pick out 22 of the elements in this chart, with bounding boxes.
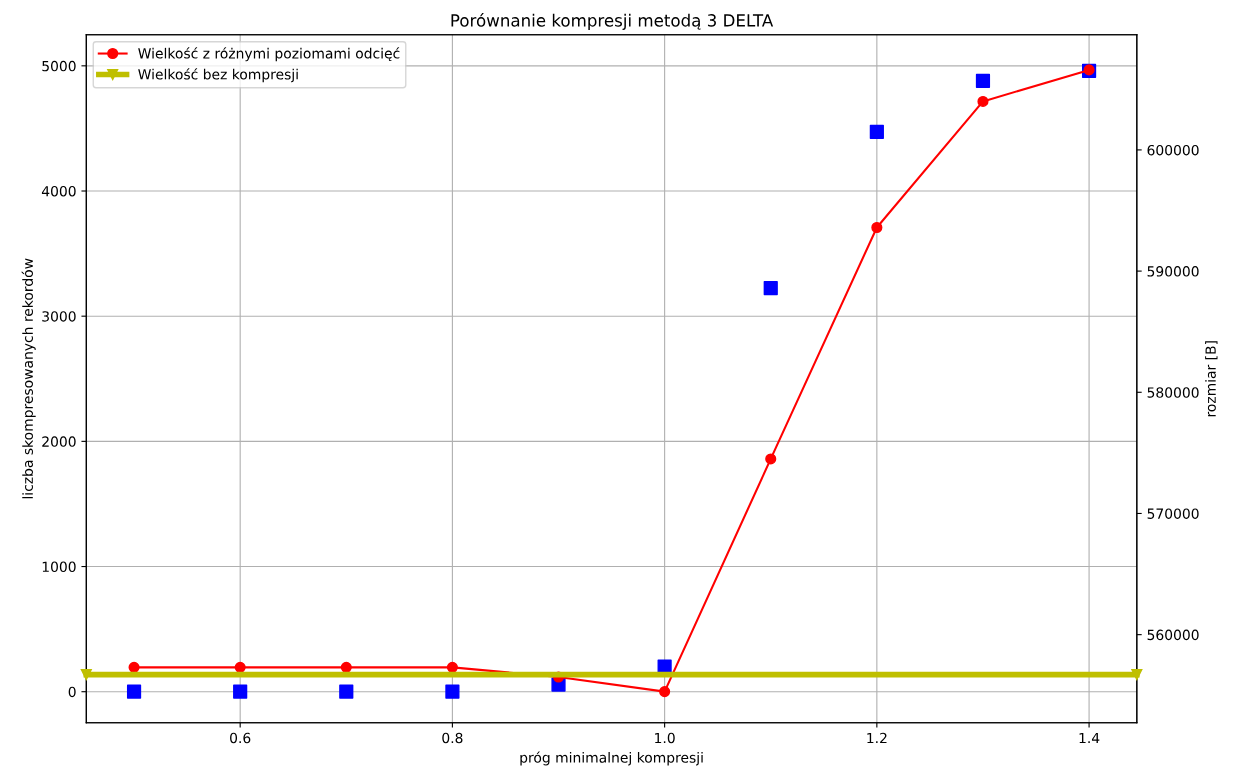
y-tick-label: 4000 <box>41 185 76 197</box>
x-tick-label: 0.8 <box>442 732 463 744</box>
y2-tick-label: 590000 <box>1147 266 1199 277</box>
x-axis-title: próg minimalnej kompresji <box>520 751 703 766</box>
y-axis-title: liczba skompresowanych rekordów <box>21 258 36 499</box>
y-tick-label: 5000 <box>42 60 76 72</box>
y2-axis-title: rozmiar [B] <box>1205 341 1218 417</box>
y2-tick-label: 560000 <box>1147 629 1199 641</box>
x-tick-label: 1.4 <box>1079 732 1100 744</box>
chart-title: Porównanie kompresji metodą 3 DELTA <box>451 13 774 30</box>
x-tick-label: 0.6 <box>230 732 251 744</box>
legend-label: Wielkość bez kompresji <box>138 68 298 83</box>
y-tick-label: 0 <box>68 686 76 698</box>
y-tick-label: 2000 <box>42 436 76 447</box>
legend-label: Wielkość z różnymi poziomami odcięć <box>138 47 400 62</box>
y2-tick-label: 570000 <box>1147 508 1199 519</box>
x-tick-label: 1.0 <box>655 732 675 744</box>
y2-tick-label: 580000 <box>1147 387 1199 398</box>
y-tick-label: 1000 <box>42 561 76 573</box>
x-tick-label: 1.2 <box>867 732 887 744</box>
y2-tick-label: 600000 <box>1147 144 1199 156</box>
y-tick-label: 3000 <box>42 311 76 322</box>
